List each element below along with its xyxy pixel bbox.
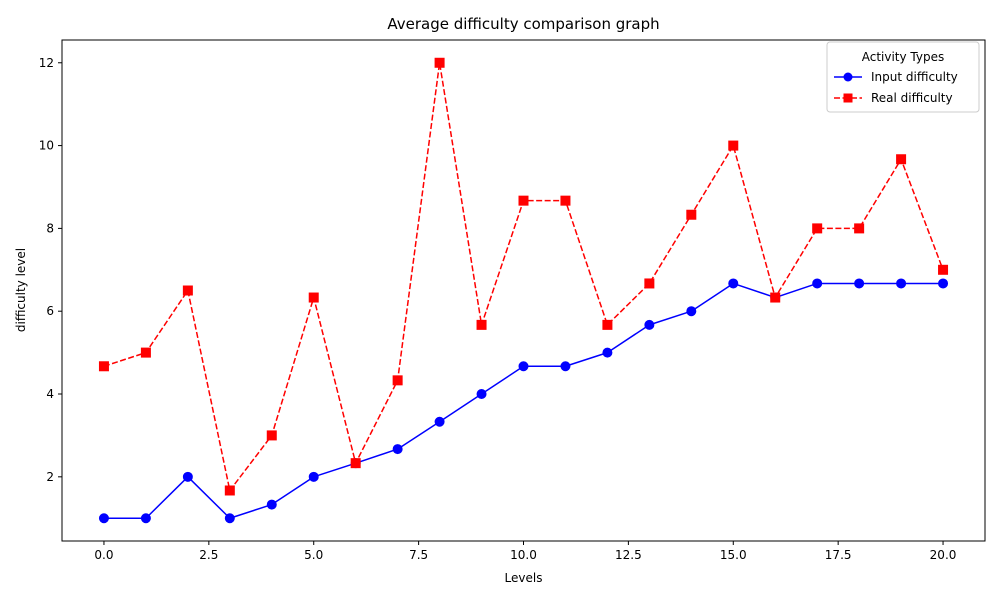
data-point-0-17	[812, 278, 823, 289]
data-point-1-8	[434, 57, 445, 68]
y-tick-label-1: 4	[46, 387, 54, 401]
data-point-1-5	[308, 292, 319, 303]
data-point-0-5	[308, 471, 319, 482]
y-tick-label-4: 10	[39, 139, 54, 153]
chart-title: Average difficulty comparison graph	[387, 15, 659, 33]
data-point-0-9	[476, 389, 487, 400]
x-tick-label-2: 5.0	[304, 548, 323, 562]
data-point-0-7	[392, 444, 403, 455]
data-point-1-6	[350, 458, 361, 469]
data-point-1-12	[602, 319, 613, 330]
x-axis-label: Levels	[505, 571, 543, 585]
data-point-0-1	[140, 513, 151, 524]
y-tick-label-5: 12	[39, 56, 54, 70]
data-point-0-12	[602, 347, 613, 358]
data-point-0-2	[182, 471, 193, 482]
data-point-1-16	[770, 292, 781, 303]
data-point-0-15	[728, 278, 739, 289]
x-tick-label-6: 15.0	[720, 548, 747, 562]
data-point-1-10	[518, 195, 529, 206]
data-point-1-17	[812, 223, 823, 234]
legend-label-0: Input difficulty	[871, 70, 958, 84]
data-point-0-14	[686, 306, 697, 317]
legend: Activity Types Input difficulty Real diffi…	[826, 41, 980, 113]
legend-title: Activity Types	[862, 50, 945, 64]
data-point-1-11	[560, 195, 571, 206]
y-axis-label: difficulty level	[14, 248, 28, 332]
data-point-1-3	[224, 485, 235, 496]
x-tick-label-5: 12.5	[615, 548, 642, 562]
plot-area: 0.0 2.5 5.0 7.5 10.0 12.5 15.0 17.5 20.0 2 4 6 8 10 12	[39, 39, 986, 562]
data-point-1-13	[644, 278, 655, 289]
data-point-0-3	[224, 513, 235, 524]
legend-box	[826, 41, 980, 113]
data-point-1-1	[140, 347, 151, 358]
data-point-0-13	[644, 319, 655, 330]
data-point-0-18	[854, 278, 865, 289]
data-point-0-19	[896, 278, 907, 289]
data-point-1-14	[686, 209, 697, 220]
x-tick-label-0: 0.0	[94, 548, 113, 562]
data-point-0-0	[98, 513, 109, 524]
data-point-0-8	[434, 416, 445, 427]
x-tick-label-1: 2.5	[199, 548, 218, 562]
x-tick-label-3: 7.5	[409, 548, 428, 562]
data-point-1-18	[854, 223, 865, 234]
y-tick-label-3: 8	[46, 221, 54, 235]
legend-marker-1	[843, 93, 853, 103]
y-tick-label-0: 2	[46, 470, 54, 484]
data-point-1-2	[182, 285, 193, 296]
legend-label-1: Real difficulty	[871, 91, 953, 105]
data-point-1-15	[728, 140, 739, 151]
data-point-1-0	[98, 361, 109, 372]
data-point-1-20	[938, 264, 949, 275]
data-point-0-10	[518, 361, 529, 372]
data-point-0-11	[560, 361, 571, 372]
data-point-1-19	[896, 154, 907, 165]
data-point-1-7	[392, 375, 403, 386]
x-tick-label-4: 10.0	[510, 548, 537, 562]
data-point-0-20	[938, 278, 949, 289]
x-tick-label-8: 20.0	[930, 548, 957, 562]
data-point-1-9	[476, 319, 487, 330]
data-point-0-4	[266, 499, 277, 510]
x-tick-label-7: 17.5	[825, 548, 852, 562]
data-point-1-4	[266, 430, 277, 441]
y-tick-label-2: 6	[46, 304, 54, 318]
legend-marker-0	[843, 72, 853, 82]
